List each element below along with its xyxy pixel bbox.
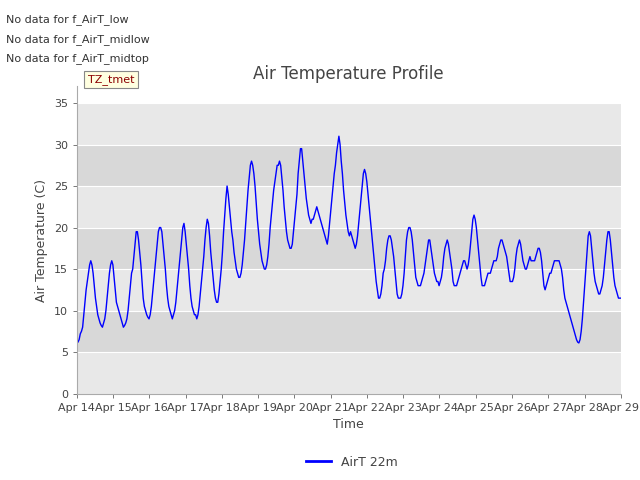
Bar (77, 103, 621, 144)
Bar (77, 186, 621, 228)
X-axis label: Time: Time (333, 418, 364, 431)
Text: TZ_tmet: TZ_tmet (88, 74, 134, 85)
Text: No data for f_AirT_midlow: No data for f_AirT_midlow (6, 34, 150, 45)
Bar (77, 269, 621, 311)
Text: No data for f_AirT_low: No data for f_AirT_low (6, 14, 129, 25)
Bar (77, 144, 621, 186)
Y-axis label: Air Temperature (C): Air Temperature (C) (35, 179, 48, 301)
Bar (77, 352, 621, 394)
Title: Air Temperature Profile: Air Temperature Profile (253, 65, 444, 84)
Bar (77, 228, 621, 269)
Bar (77, 311, 621, 352)
Legend: AirT 22m: AirT 22m (301, 451, 403, 474)
Text: No data for f_AirT_midtop: No data for f_AirT_midtop (6, 53, 149, 64)
